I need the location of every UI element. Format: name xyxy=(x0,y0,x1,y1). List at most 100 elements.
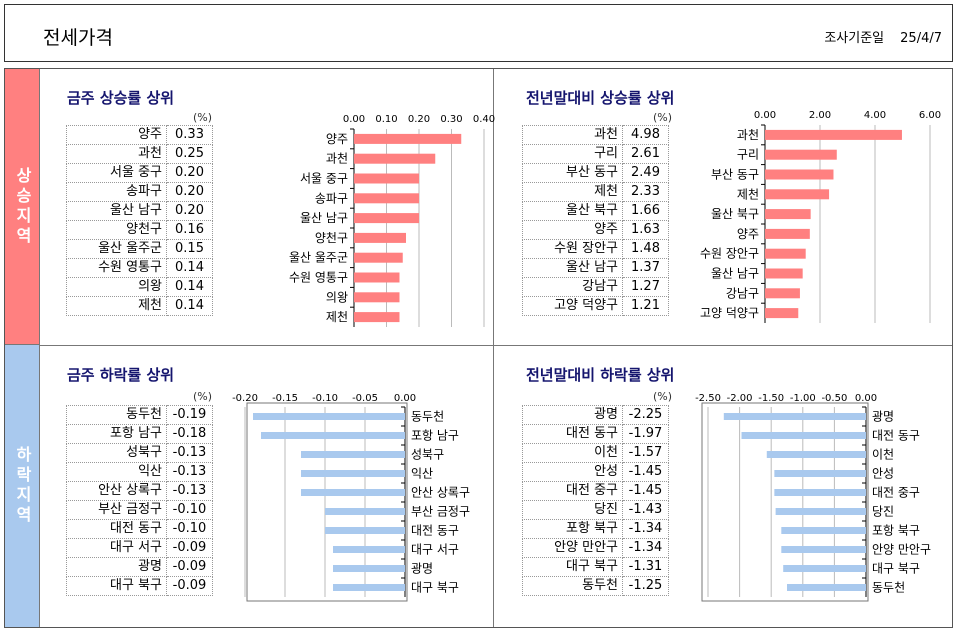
x-tick-label: -0.15 xyxy=(272,393,298,404)
bar xyxy=(774,489,866,496)
survey-date-info: 조사기준일 25/4/7 xyxy=(808,27,942,46)
category-label: 안성 xyxy=(872,467,894,481)
bar xyxy=(765,288,800,299)
region-name-cell: 부산 금정구 xyxy=(66,500,167,520)
category-label: 울산 북구 xyxy=(711,207,759,221)
category-label: 과천 xyxy=(326,151,348,166)
region-name-cell: 수원 영통구 xyxy=(66,258,167,278)
region-name-cell: 구리 xyxy=(522,144,623,164)
rate-value-cell: -1.31 xyxy=(622,557,669,577)
bar xyxy=(723,413,866,420)
table-row: 익산 -0.13 xyxy=(66,462,213,482)
x-tick-label: -2.50 xyxy=(695,393,721,404)
table-row: 제천 2.33 xyxy=(522,182,669,202)
table-row: 대전 동구 -0.10 xyxy=(66,519,213,539)
table-row: 동두천 -0.19 xyxy=(66,405,213,425)
table-row: 양천구 0.16 xyxy=(66,220,213,240)
table-row: 대구 북구 -1.31 xyxy=(522,557,669,577)
rate-value-cell: 1.21 xyxy=(622,296,669,316)
bar xyxy=(261,432,405,439)
value-table: 과천 4.98 구리 2.61 부산 동구 2.49 제천 2.33 울산 북구 1.66 양주 1.… xyxy=(522,125,669,316)
table-row: 안양 만안구 -1.34 xyxy=(522,538,669,558)
bar xyxy=(765,228,810,239)
category-label: 고양 덕양구 xyxy=(700,306,759,320)
rate-value-cell: 0.15 xyxy=(166,239,213,259)
category-label: 울산 울주군 xyxy=(289,251,348,265)
region-name-cell: 광명 xyxy=(66,557,167,577)
rate-value-cell: 0.14 xyxy=(166,277,213,297)
region-name-cell: 이천 xyxy=(522,443,623,463)
region-name-cell: 대구 북구 xyxy=(522,557,623,577)
region-name-cell: 대전 동구 xyxy=(522,424,623,444)
region-name-cell: 대구 서구 xyxy=(66,538,167,558)
region-name-cell: 안양 만안구 xyxy=(522,538,623,558)
category-label: 대구 북구 xyxy=(872,562,920,576)
rate-value-cell: 0.20 xyxy=(166,182,213,202)
survey-date-label: 조사기준일 xyxy=(824,31,885,46)
bar xyxy=(325,508,405,515)
category-label: 광명 xyxy=(411,562,433,576)
rate-value-cell: -0.09 xyxy=(166,538,213,558)
region-name-cell: 당진 xyxy=(522,500,623,520)
rate-value-cell: 0.20 xyxy=(166,163,213,183)
table-row: 의왕 0.14 xyxy=(66,277,213,297)
rate-value-cell: 2.61 xyxy=(622,144,669,164)
rate-value-cell: 0.20 xyxy=(166,201,213,221)
table-row: 포항 북구 -1.34 xyxy=(522,519,669,539)
table-row: 울산 남구 1.37 xyxy=(522,258,669,278)
rate-value-cell: -0.13 xyxy=(166,481,213,501)
category-label: 양천구 xyxy=(315,230,348,245)
rate-value-cell: -0.10 xyxy=(166,500,213,520)
region-name-cell: 송파구 xyxy=(66,182,167,202)
rate-value-cell: -0.18 xyxy=(166,424,213,444)
fall-section-text: 하락지역 xyxy=(13,446,32,526)
survey-date-value: 25/4/7 xyxy=(900,31,942,46)
rate-value-cell: -1.97 xyxy=(622,424,669,444)
region-name-cell: 안성 xyxy=(522,462,623,482)
table-row: 광명 -2.25 xyxy=(522,405,669,425)
category-label: 안양 만안구 xyxy=(872,543,931,557)
panel-rise-ytd: 전년말대비 상승률 상위 (%) 과천 4.98 구리 2.61 부산 동구 2.49 제천… xyxy=(494,69,952,345)
x-tick-label: -0.50 xyxy=(821,393,847,404)
table-row: 대전 동구 -1.97 xyxy=(522,424,669,444)
table-row: 이천 -1.57 xyxy=(522,443,669,463)
rate-value-cell: 0.33 xyxy=(166,125,213,145)
bar xyxy=(765,129,902,140)
category-label: 대전 동구 xyxy=(411,524,459,538)
bar xyxy=(301,489,405,496)
value-table: 양주 0.33 과천 0.25 서울 중구 0.20 송파구 0.20 울산 남구 0.20 양천구… xyxy=(66,125,213,316)
category-label: 제천 xyxy=(326,309,348,324)
x-tick-label: 6.00 xyxy=(919,110,941,121)
region-name-cell: 부산 동구 xyxy=(522,163,623,183)
region-name-cell: 울산 북구 xyxy=(522,201,623,221)
rate-value-cell: -1.45 xyxy=(622,481,669,501)
rise-section-text: 상승지역 xyxy=(13,166,32,247)
region-name-cell: 포항 남구 xyxy=(66,424,167,444)
category-label: 울산 남구 xyxy=(300,211,348,225)
category-label: 대구 북구 xyxy=(411,581,459,595)
bar xyxy=(354,213,419,224)
vertical-divider xyxy=(493,69,494,627)
table-row: 대구 서구 -0.09 xyxy=(66,538,213,558)
region-name-cell: 강남구 xyxy=(522,277,623,297)
category-label: 대전 중구 xyxy=(872,486,920,500)
category-label: 익산 xyxy=(411,467,433,481)
region-name-cell: 울산 남구 xyxy=(522,258,623,278)
region-name-cell: 동두천 xyxy=(522,576,623,596)
region-name-cell: 양주 xyxy=(522,220,623,240)
x-tick-label: 0.30 xyxy=(440,114,462,125)
x-tick-label: 0.00 xyxy=(754,110,776,121)
table-row: 부산 금정구 -0.10 xyxy=(66,500,213,520)
category-label: 이천 xyxy=(872,447,894,462)
bar xyxy=(765,169,834,180)
bar xyxy=(354,193,419,204)
plot-frame xyxy=(701,402,869,602)
x-tick-label: -1.50 xyxy=(758,393,784,404)
bar xyxy=(781,546,866,553)
plot-frame xyxy=(246,402,408,602)
x-tick-label: -0.10 xyxy=(312,393,338,404)
region-name-cell: 울산 남구 xyxy=(66,201,167,221)
